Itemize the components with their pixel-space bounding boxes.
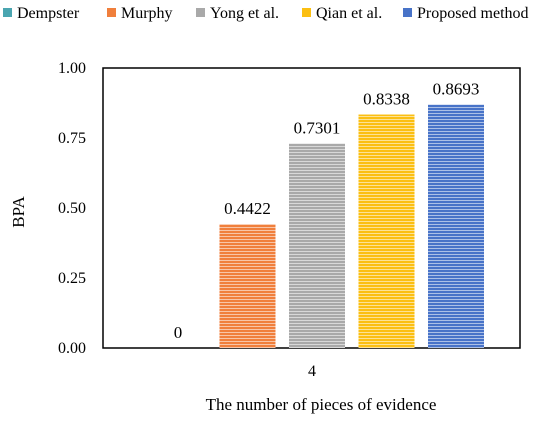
legend-swatch [3,8,12,17]
bar-proposed-method [428,104,484,348]
y-tick-label: 0.00 [58,340,86,357]
legend-swatch [196,8,205,17]
legend-label: Murphy [121,5,173,22]
legend-label: Dempster [17,5,80,22]
legend-label: Yong et al. [210,5,279,22]
x-tick-label: 4 [308,363,316,380]
legend-swatch [107,8,116,17]
y-tick-label: 1.00 [58,60,86,77]
legend-item: Murphy [107,5,173,22]
y-tick-label: 0.25 [58,270,86,287]
bars [219,104,484,348]
bar-murphy [219,224,276,348]
data-labels: 0 0.4422 0.7301 0.8338 0.8693 [174,80,480,342]
data-label: 0 [174,323,183,342]
data-label: 0.8338 [363,90,410,109]
legend-item: Qian et al. [302,5,382,22]
legend-label: Qian et al. [316,5,382,22]
bar-yong-et-al [289,143,345,348]
legend-swatch [403,8,412,17]
legend: Dempster Murphy Yong et al. Qian et al. Prop… [3,5,529,22]
data-label: 0.4422 [224,199,271,218]
x-axis-title: The number of pieces of evidence [206,395,437,414]
legend-item: Proposed method [403,5,529,22]
data-label: 0.7301 [294,119,341,138]
legend-label: Proposed method [417,5,529,22]
y-tick-label: 0.75 [58,130,86,147]
data-label: 0.8693 [433,80,480,99]
bar-qian-et-al [358,114,415,348]
legend-swatch [302,8,311,17]
legend-item: Dempster [3,5,80,22]
y-axis-ticks: 0.00 0.25 0.50 0.75 1.00 [58,60,86,357]
legend-item: Yong et al. [196,5,279,22]
y-axis-title: BPA [9,196,28,228]
y-tick-label: 0.50 [58,200,86,217]
